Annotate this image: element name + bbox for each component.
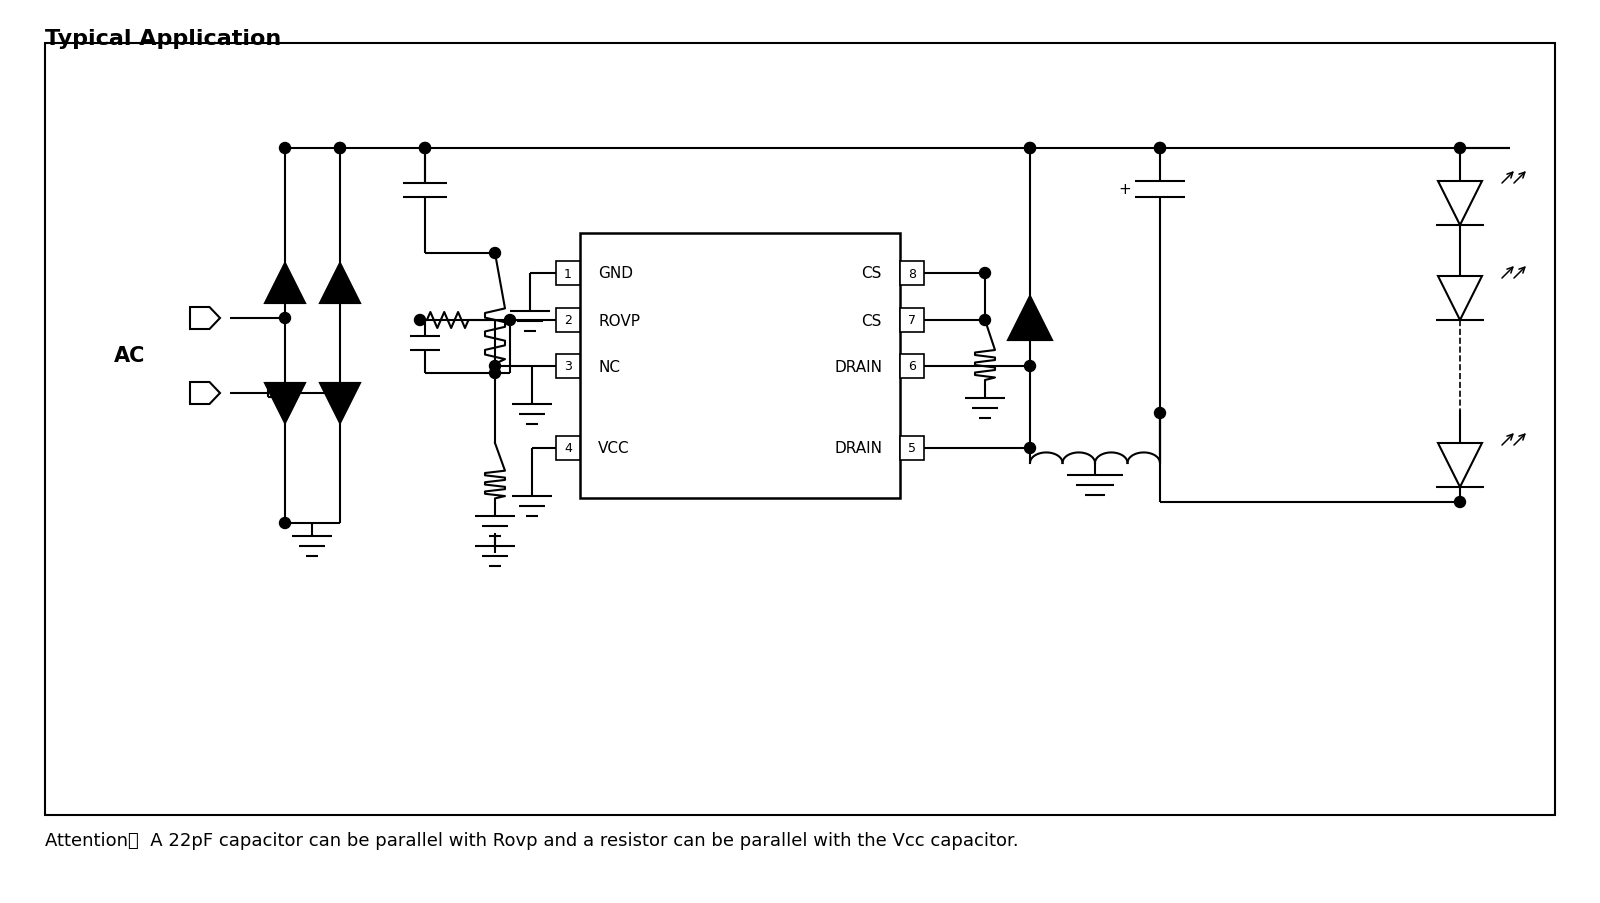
Bar [899,309,925,332]
Circle shape [419,144,430,154]
Text: Attention：  A 22pF capacitor can be parallel with Rovp and a resistor can be par: Attention： A 22pF capacitor can be paral… [45,831,1019,849]
Circle shape [334,144,346,154]
Text: GND: GND [598,266,634,281]
Text: Typical Application: Typical Application [45,29,282,49]
Circle shape [1155,144,1165,154]
Polygon shape [1438,182,1482,226]
Polygon shape [266,384,306,424]
Circle shape [490,361,501,372]
Text: DRAIN: DRAIN [834,441,882,456]
Text: 2: 2 [565,314,571,327]
Polygon shape [190,308,219,330]
Bar [45,44,1555,815]
Text: CS: CS [862,266,882,281]
Text: +: + [1118,182,1131,197]
Circle shape [1024,443,1035,454]
Bar [557,355,579,378]
Circle shape [504,315,515,326]
Circle shape [1454,497,1466,507]
Circle shape [979,315,990,326]
Polygon shape [1008,297,1053,340]
Polygon shape [1438,443,1482,488]
Text: VCC: VCC [598,441,630,456]
Bar [899,355,925,378]
Text: 3: 3 [565,360,571,373]
Circle shape [334,388,346,399]
Circle shape [280,313,291,324]
Circle shape [490,248,501,259]
Circle shape [419,144,430,154]
Text: 6: 6 [909,360,915,373]
Circle shape [490,368,501,379]
Polygon shape [190,383,219,405]
Text: 1: 1 [565,267,571,280]
Polygon shape [1438,276,1482,321]
Bar [899,436,925,461]
Text: 8: 8 [907,267,915,280]
Bar [557,309,579,332]
Circle shape [1024,144,1035,154]
Circle shape [979,268,990,279]
Bar [899,262,925,285]
Circle shape [1024,144,1035,154]
Circle shape [280,144,291,154]
Circle shape [1155,144,1165,154]
Polygon shape [320,264,360,303]
Circle shape [1024,361,1035,372]
Text: NC: NC [598,359,621,374]
Circle shape [280,518,291,529]
Bar [557,262,579,285]
Circle shape [414,315,426,326]
Text: AC: AC [114,346,146,366]
Circle shape [1454,144,1466,154]
Text: DRAIN: DRAIN [834,359,882,374]
Text: 5: 5 [907,442,915,455]
Polygon shape [320,384,360,424]
Text: CS: CS [862,313,882,328]
Circle shape [334,144,346,154]
Bar [557,436,579,461]
Text: ROVP: ROVP [598,313,640,328]
Text: 7: 7 [907,314,915,327]
Circle shape [1155,408,1165,419]
Text: 4: 4 [565,442,571,455]
Polygon shape [266,264,306,303]
Bar [579,234,899,498]
